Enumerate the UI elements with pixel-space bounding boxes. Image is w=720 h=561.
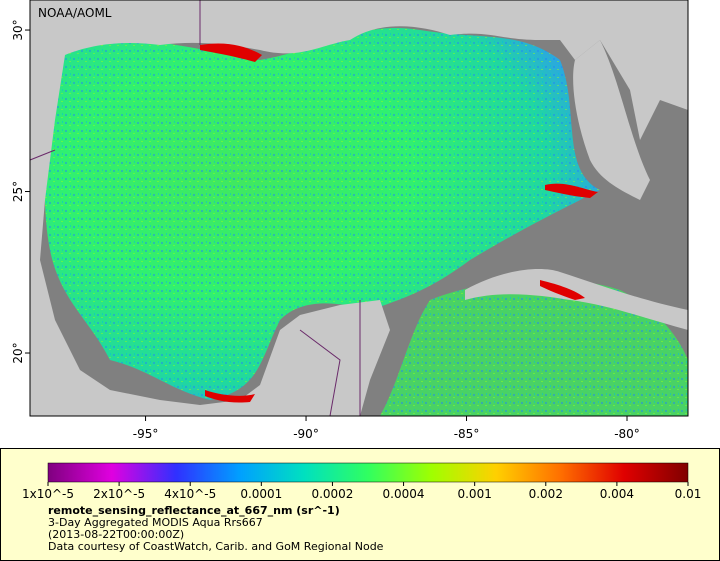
x-tick-label: -95° [133, 427, 159, 441]
coastal-high-values [200, 43, 598, 403]
borders [29, 0, 361, 417]
x-tick-label: -85° [454, 427, 480, 441]
border-line [299, 329, 341, 417]
colorbar-tick-label: 4x10^-5 [164, 487, 216, 501]
land [30, 0, 688, 416]
colorbar [47, 462, 689, 483]
legend-line: 3-Day Aggregated MODIS Aqua Rrs667 [48, 516, 263, 529]
y-tick-label: 20° [11, 342, 25, 363]
colorbar-tick-label: 0.0004 [383, 487, 425, 501]
axes: -95° -90° -85° -80° 20° 25° 30° [11, 19, 640, 441]
border-line [29, 149, 56, 161]
x-tick-label: -90° [293, 427, 319, 441]
colorbar-ticks: 1x10^-5 2x10^-5 4x10^-5 0.0001 0.0002 0.0004 0… [22, 482, 701, 501]
legend: 1x10^-5 2x10^-5 4x10^-5 0.0001 0.0002 0.0004 0… [0, 448, 720, 561]
coastal-patch [205, 390, 255, 403]
colorbar-tick-label: 0.0002 [311, 487, 353, 501]
coastal-patch [545, 183, 598, 198]
credit: NOAA/AOML [38, 6, 112, 20]
florida [573, 40, 650, 200]
colorbar-tick-label: 2x10^-5 [93, 487, 145, 501]
legend-line: Data courtesy of CoastWatch, Carib. and … [48, 540, 384, 553]
legend-line: (2013-08-22T00:00:00Z) [48, 528, 184, 541]
colorbar-tick-label: 0.01 [675, 487, 702, 501]
map-frame [29, 0, 689, 417]
colorbar-tick-label: 0.002 [529, 487, 563, 501]
coastal-patch [540, 280, 585, 300]
water-texture [44, 27, 600, 401]
coastal-patch [200, 43, 262, 62]
y-tick-label: 25° [11, 181, 25, 202]
x-tick-label: -80° [614, 427, 640, 441]
caribbean-texture [380, 279, 688, 416]
y-tick-label: 30° [11, 19, 25, 40]
colorbar-tick-label: 0.001 [457, 487, 491, 501]
colorbar-tick-label: 0.0001 [240, 487, 282, 501]
map: NOAA/AOML [29, 0, 689, 417]
colorbar-tick-label: 0.004 [600, 487, 634, 501]
variable-name: remote_sensing_reflectance_at_667_nm (sr… [48, 504, 340, 517]
colorbar-tick-label: 1x10^-5 [22, 487, 74, 501]
